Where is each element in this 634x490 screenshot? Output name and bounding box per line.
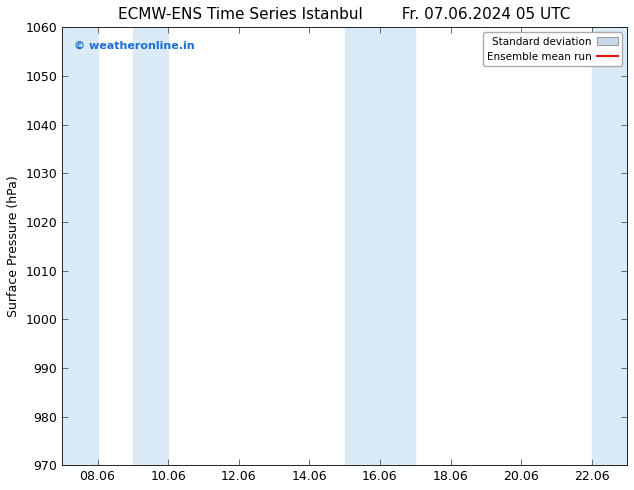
Text: © weatheronline.in: © weatheronline.in [74, 40, 194, 50]
Legend: Standard deviation, Ensemble mean run: Standard deviation, Ensemble mean run [482, 32, 622, 66]
Title: ECMW-ENS Time Series Istanbul        Fr. 07.06.2024 05 UTC: ECMW-ENS Time Series Istanbul Fr. 07.06.… [119, 7, 571, 22]
Bar [345, 27, 415, 465]
Bar [62, 27, 98, 465]
Bar [592, 27, 627, 465]
Y-axis label: Surface Pressure (hPa): Surface Pressure (hPa) [7, 175, 20, 317]
Bar [133, 27, 168, 465]
